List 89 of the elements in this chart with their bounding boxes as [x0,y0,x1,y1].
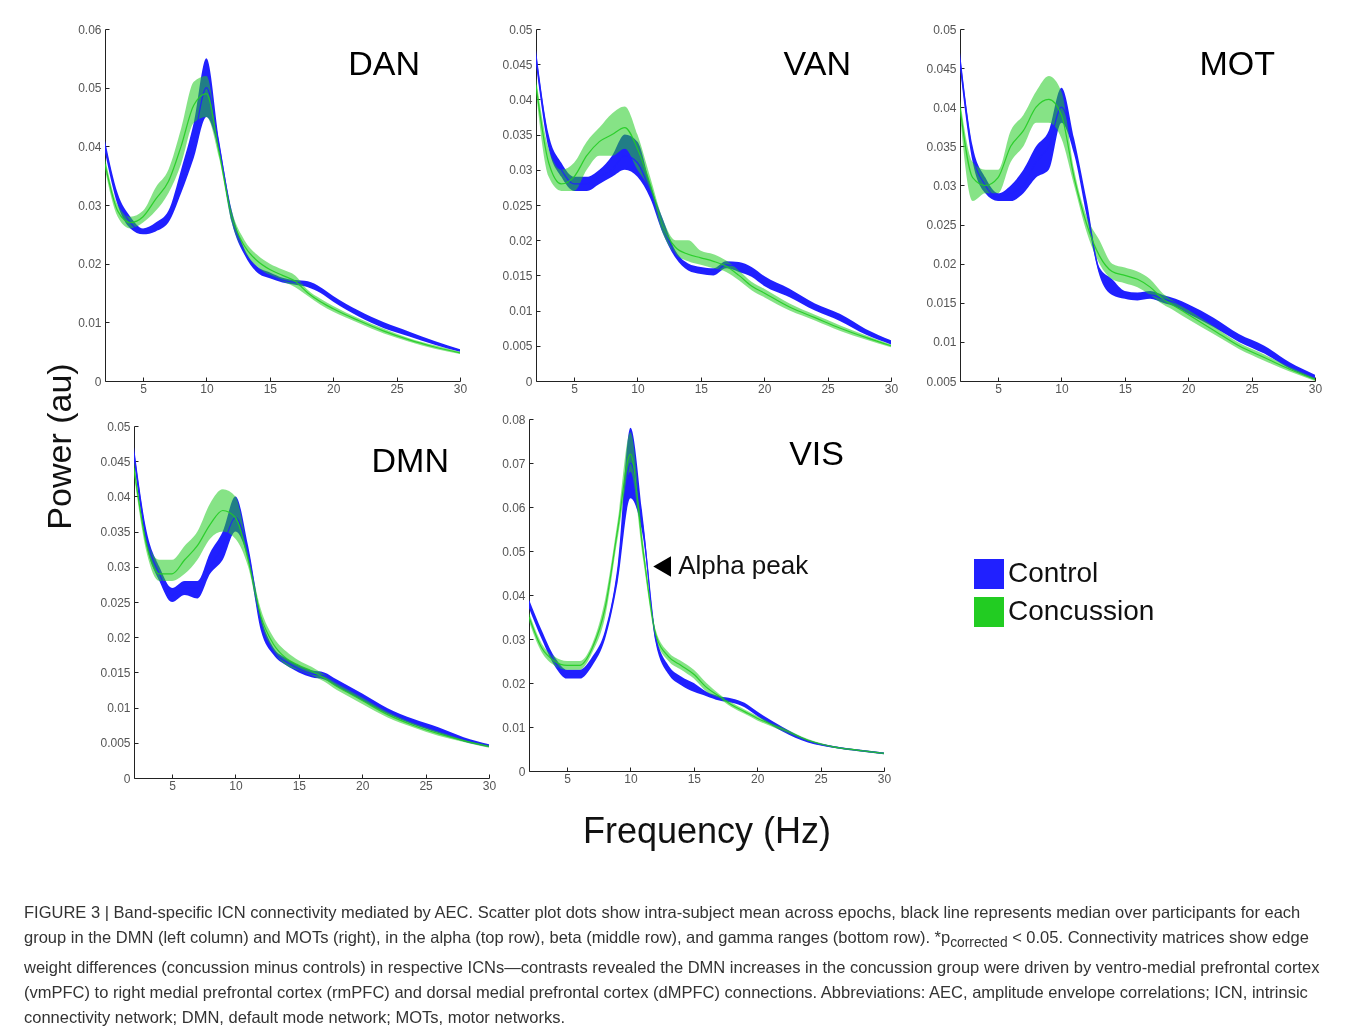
y-tick-label: 0.045 [100,454,131,469]
chart-title: DMN [371,441,449,479]
y-tick-label: 0.01 [78,315,102,330]
x-tick-label: 25 [419,778,434,793]
y-tick-label: 0 [518,764,526,779]
y-tick-label: 0.015 [100,665,131,680]
y-tick-label: 0.025 [502,198,533,213]
y-tick-label: 0.005 [100,736,131,751]
y-tick-label: 0 [123,771,131,786]
x-tick-label: 10 [624,771,638,786]
y-tick-label: 0.02 [933,257,957,272]
y-tick-label: 0.035 [502,128,533,143]
x-tick-label: 10 [631,381,645,396]
y-tick-label: 0.03 [509,163,533,178]
y-tick-label: 0.04 [78,139,102,154]
y-tick-label: 0.025 [926,218,957,233]
x-tick-label: 20 [751,771,765,786]
chart-title: DAN [348,44,420,82]
x-tick-label: 20 [327,381,341,396]
x-tick-label: 20 [758,381,772,396]
x-tick-label: 30 [1308,381,1323,396]
x-tick-label: 20 [356,778,370,793]
legend-label: Concussion [1008,595,1155,626]
y-tick-label: 0.05 [502,544,526,559]
y-tick-label: 0.02 [78,257,102,272]
x-tick-label: 15 [1118,381,1133,396]
y-tick-label: 0.02 [509,233,533,248]
y-tick-label: 0.025 [100,595,131,610]
x-tick-label: 5 [564,771,572,786]
y-tick-label: 0.005 [502,339,533,354]
y-tick-label: 0.04 [502,588,526,603]
x-tick-label: 5 [571,381,579,396]
y-tick-label: 0.01 [509,304,533,319]
x-tick-label: 25 [814,771,829,786]
y-tick-label: 0.04 [509,92,533,107]
y-tick-label: 0 [525,374,533,389]
y-tick-label: 0.05 [509,22,533,37]
y-tick-label: 0.045 [926,61,957,76]
x-tick-label: 30 [884,381,899,396]
y-tick-label: 0.005 [926,374,957,389]
y-tick-label: 0.01 [107,701,131,716]
y-tick-label: 0.035 [926,139,957,154]
y-tick-label: 0.03 [78,198,102,213]
y-tick-label: 0.03 [502,632,526,647]
x-tick-label: 15 [292,778,307,793]
y-tick-label: 0.04 [933,100,957,115]
y-tick-label: 0 [94,374,102,389]
y-tick-label: 0.04 [107,489,131,504]
x-tick-label: 25 [821,381,836,396]
x-tick-label: 30 [453,381,468,396]
x-tick-label: 30 [482,778,497,793]
y-tick-label: 0.045 [502,57,533,72]
chart-title: VIS [789,434,844,472]
y-tick-label: 0.01 [933,335,957,350]
x-tick-label: 20 [1182,381,1196,396]
x-tick-label: 10 [200,381,214,396]
chart-title: VAN [783,44,851,82]
annotation: Alpha peak [678,550,810,581]
x-tick-label: 15 [687,771,702,786]
y-tick-label: 0.03 [107,560,131,575]
y-tick-label: 0.015 [502,268,533,283]
x-tick-label: 5 [995,381,1003,396]
x-tick-label: 25 [390,381,405,396]
x-tick-label: 5 [169,778,177,793]
x-tick-label: 30 [877,771,892,786]
y-tick-label: 0.05 [78,81,102,96]
y-tick-label: 0.015 [926,296,957,311]
y-tick-label: 0.035 [100,525,131,540]
chart-title: MOT [1199,44,1275,82]
legend-label: Control [1008,557,1099,588]
x-tick-label: 5 [140,381,148,396]
y-tick-label: 0.03 [933,178,957,193]
y-tick-label: 0.06 [502,500,526,515]
x-tick-label: 15 [263,381,278,396]
x-axis-title: Frequency (Hz) [582,809,832,851]
y-tick-label: 0.06 [78,22,102,37]
y-tick-label: 0.02 [502,676,526,691]
y-axis-title: Power (au) [40,363,79,530]
x-tick-label: 10 [1055,381,1069,396]
x-tick-label: 25 [1245,381,1260,396]
y-tick-label: 0.08 [502,412,526,427]
y-tick-label: 0.01 [502,720,526,735]
y-tick-label: 0.05 [933,22,957,37]
caption: FIGURE 3 | Band-specific ICN connectivity mediated by AEC. Scatter plot dots show intra-subject mean across epochs, black line represents median over participants for each group in the DMN (left column) and MOTs (right), in the alpha (top row), beta (middle row), and gamma ranges (bottom row). *p$_{corrected}$ < 0.05. Connectivity matrices show edge weight differences (concussion minus controls) in respective ICNs—contrasts revealed the DMN increases in the concussion group were driven by ventro-medial prefrontal cortex (vmPFC) to right medial prefrontal cortex (rmPFC) and dorsal medial prefrontal cortex (dMPFC) connections. Abbreviations: AEC, amplitude envelope correlations; ICN, intrinsic connectivity network; DMN, default mode network; MOTs, motor networks. [24,902,1321,1029]
y-tick-label: 0.07 [502,456,526,471]
x-tick-label: 15 [694,381,709,396]
y-tick-label: 0.05 [107,419,131,434]
x-tick-label: 10 [229,778,243,793]
y-tick-label: 0.02 [107,630,131,645]
